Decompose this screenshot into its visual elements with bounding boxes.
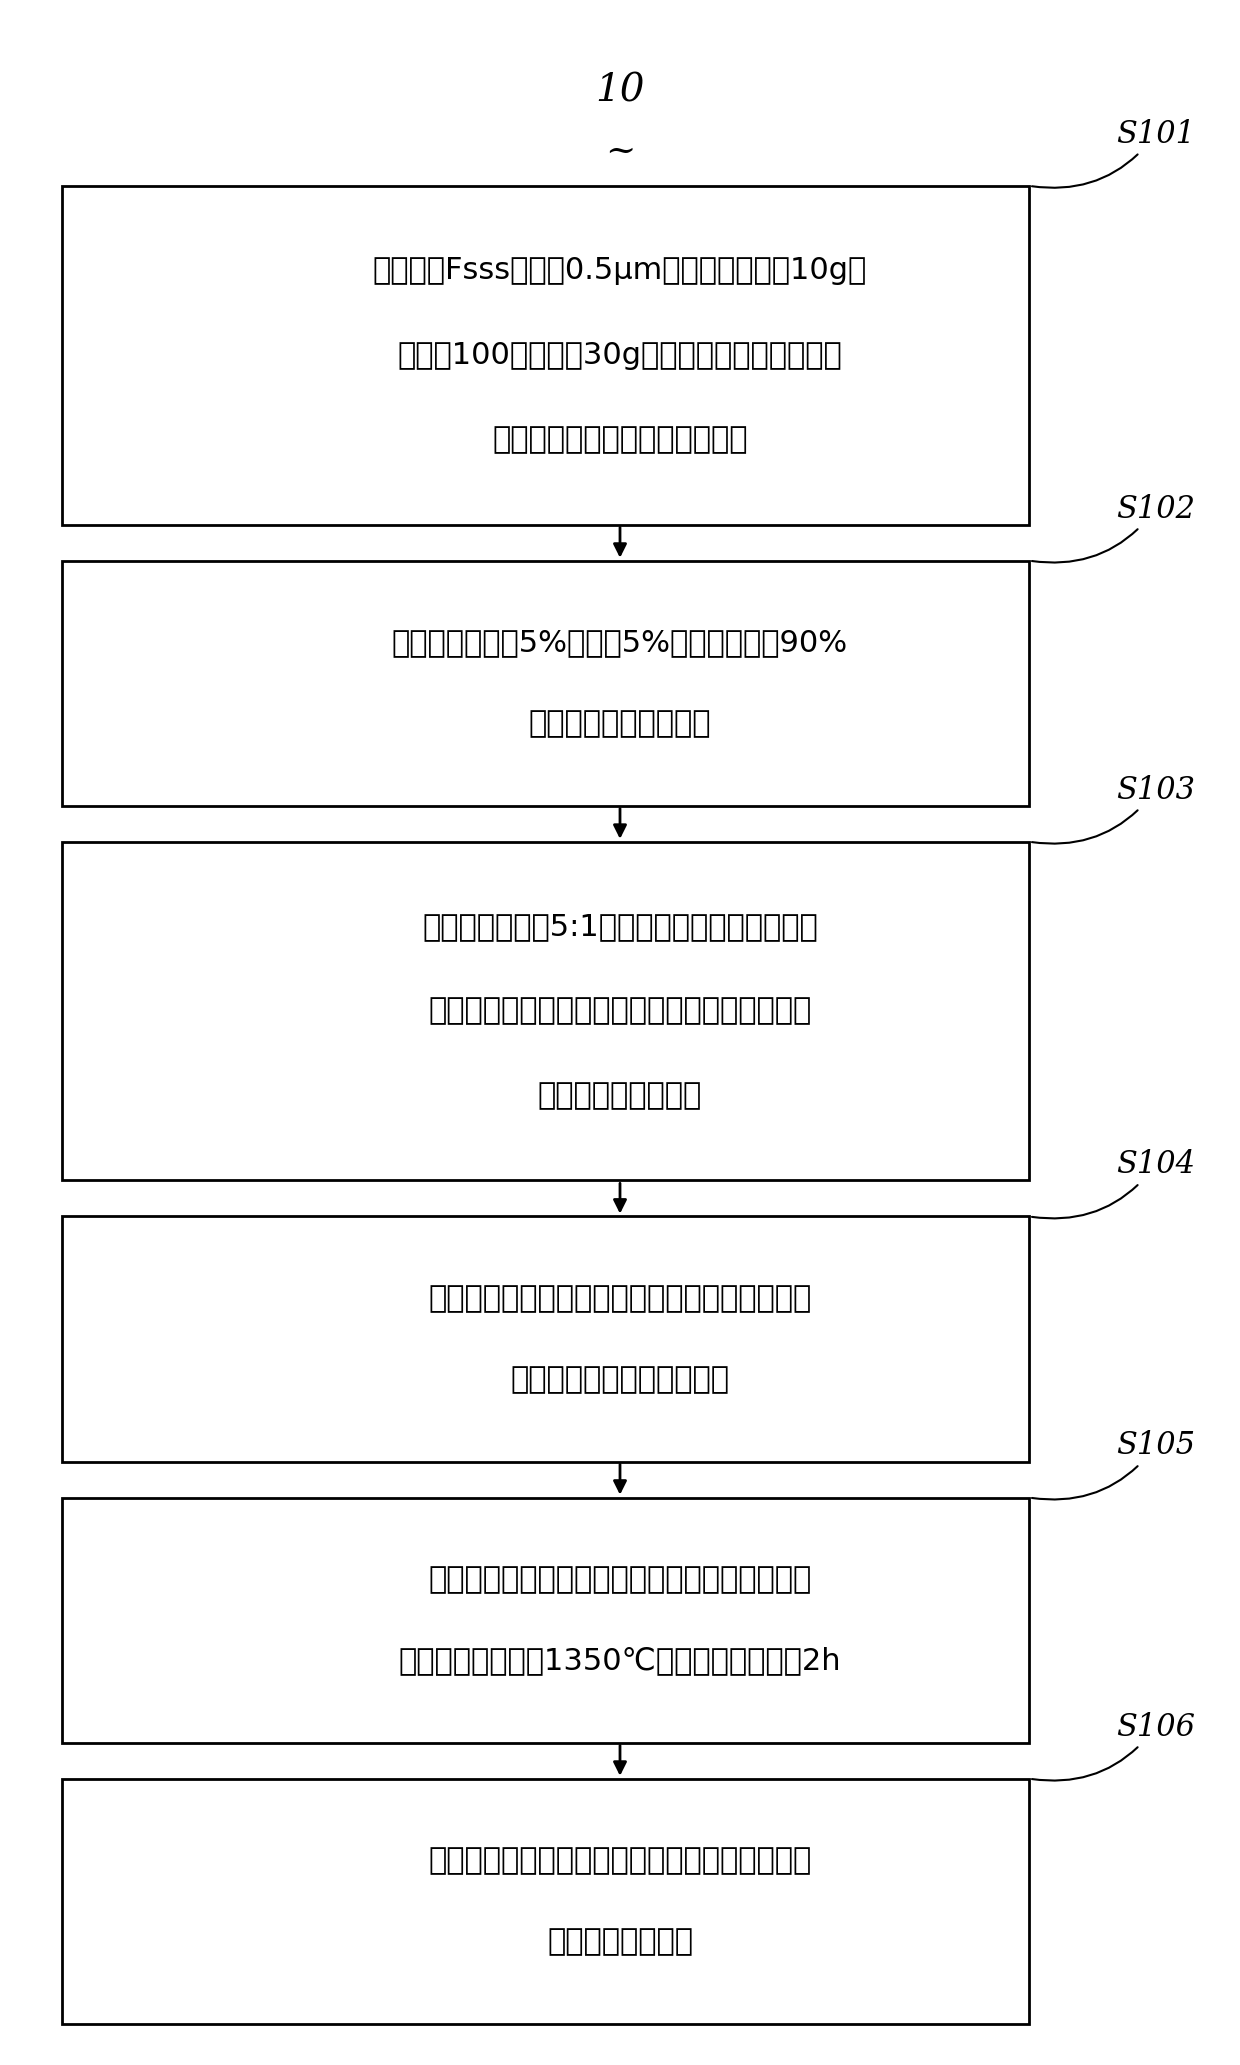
Text: 按固液重量比为5:1的比例向碳化钨粉与铜粉的: 按固液重量比为5:1的比例向碳化钨粉与铜粉的 xyxy=(422,913,818,942)
FancyBboxPatch shape xyxy=(62,186,1029,525)
FancyBboxPatch shape xyxy=(62,1216,1029,1462)
Text: 粒度为100目的铜粉30g，将两种粉末搅拌均匀，: 粒度为100目的铜粉30g，将两种粉末搅拌均匀， xyxy=(398,341,842,370)
Text: 分别称取Fsss粒度为0.5μm的超细碳化钨粉10g及: 分别称取Fsss粒度为0.5μm的超细碳化钨粉10g及 xyxy=(373,256,867,285)
Text: 碳化钨与铜的成型料: 碳化钨与铜的成型料 xyxy=(538,1082,702,1111)
Text: 混合物料中添加成型剂溶液，并搅拌均匀，得到: 混合物料中添加成型剂溶液，并搅拌均匀，得到 xyxy=(428,997,812,1026)
Text: S101: S101 xyxy=(1032,118,1195,188)
Text: 将碳化钨与铜的成型料在压力机上压制成型，得: 将碳化钨与铜的成型料在压力机上压制成型，得 xyxy=(428,1284,812,1313)
Text: S106: S106 xyxy=(1032,1712,1195,1780)
Text: S104: S104 xyxy=(1032,1150,1195,1218)
Text: S103: S103 xyxy=(1032,774,1195,845)
Text: ~: ~ xyxy=(605,134,635,167)
Text: 按质量百分比为5%的水、5%的聚乙二醇及90%: 按质量百分比为5%的水、5%的聚乙二醇及90% xyxy=(392,628,848,657)
Text: 的乙醇配制成型剂溶液: 的乙醇配制成型剂溶液 xyxy=(528,710,712,739)
Text: 形成碳化钨粉与铜粉的混合物料: 形成碳化钨粉与铜粉的混合物料 xyxy=(492,425,748,454)
Text: 真空及烧结温度为1350℃的条件下持续烧结2h: 真空及烧结温度为1350℃的条件下持续烧结2h xyxy=(399,1646,841,1675)
Text: 将碳化钨与铜的压坯试样条送入烧结炉中，并在: 将碳化钨与铜的压坯试样条送入烧结炉中，并在 xyxy=(428,1565,812,1594)
FancyBboxPatch shape xyxy=(62,1778,1029,2024)
Text: 到碳化钨镶嵌样品: 到碳化钨镶嵌样品 xyxy=(547,1927,693,1956)
Text: S102: S102 xyxy=(1032,494,1195,562)
Text: 10: 10 xyxy=(595,72,645,109)
FancyBboxPatch shape xyxy=(62,1497,1029,1743)
FancyBboxPatch shape xyxy=(62,560,1029,805)
Text: 将烧结后的试样条进行金相制样、磨样、抛光得: 将烧结后的试样条进行金相制样、磨样、抛光得 xyxy=(428,1846,812,1875)
Text: S105: S105 xyxy=(1032,1431,1195,1499)
FancyBboxPatch shape xyxy=(62,843,1029,1181)
Text: 到碳化钨与铜的压坯试样条: 到碳化钨与铜的压坯试样条 xyxy=(511,1365,729,1394)
